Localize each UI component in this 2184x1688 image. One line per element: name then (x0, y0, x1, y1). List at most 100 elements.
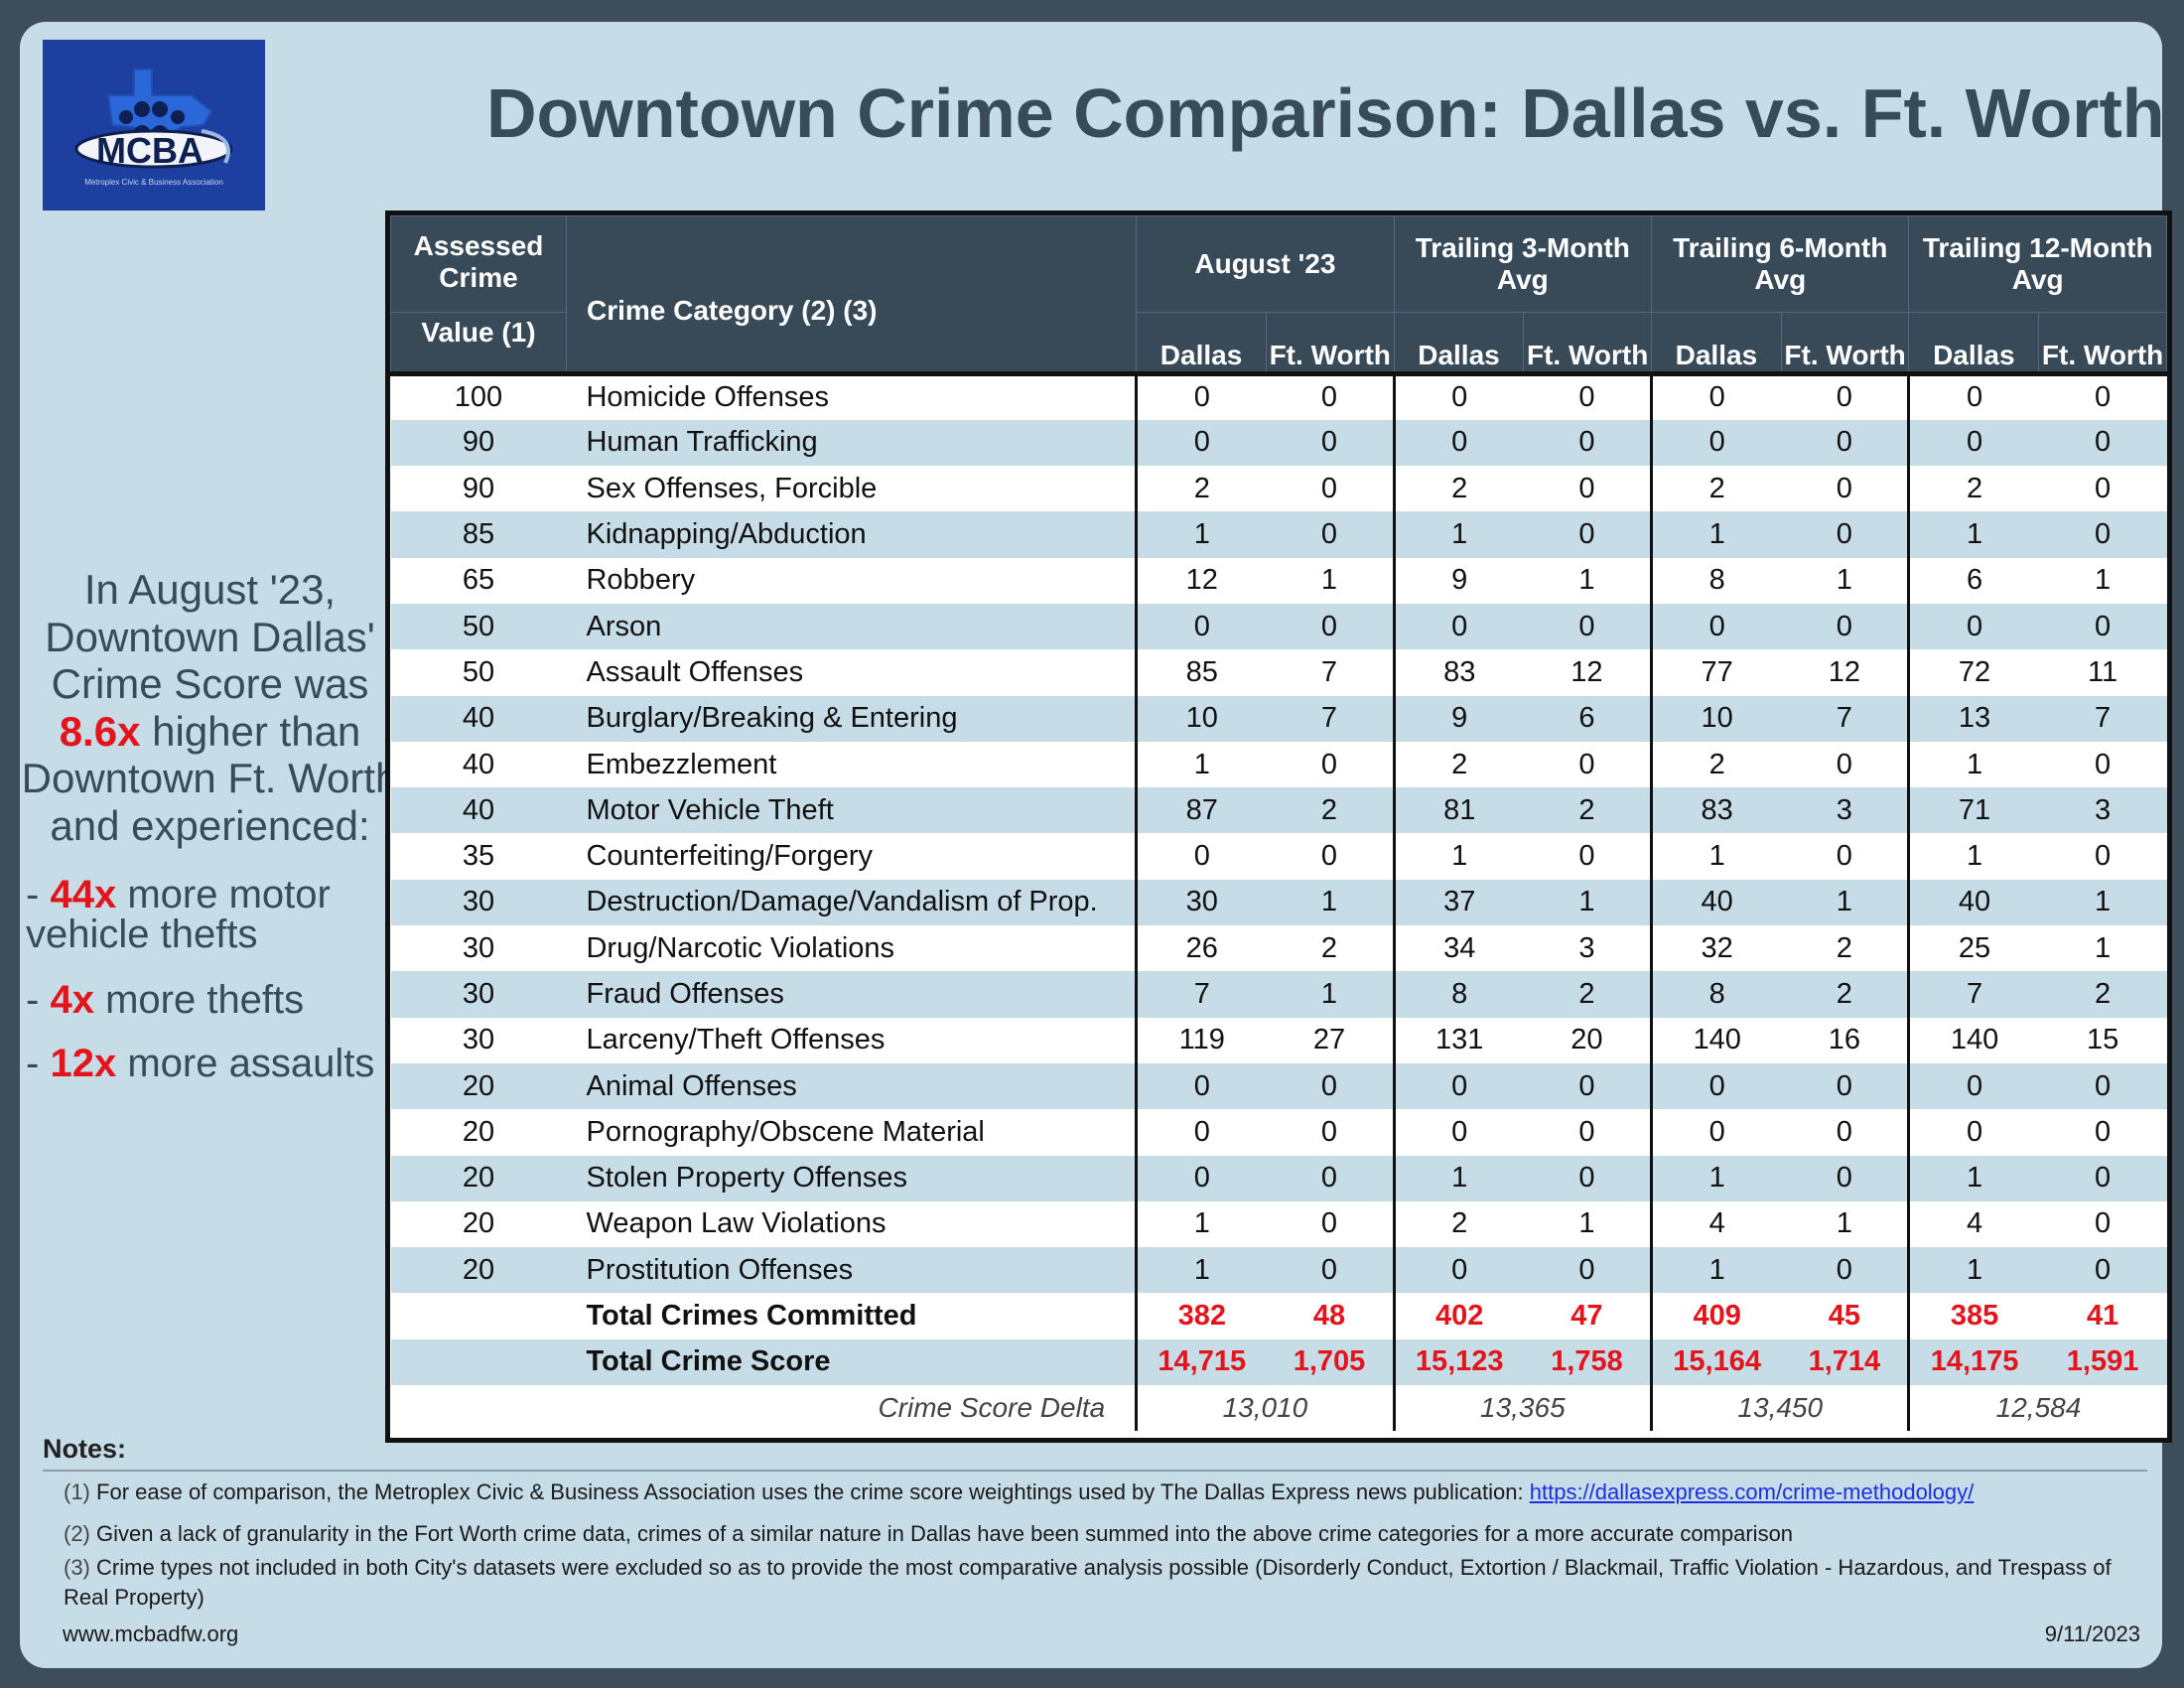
total-value-cell: 48 (1312, 1300, 1346, 1333)
ftworth-value-cell: 2 (1781, 971, 1909, 1018)
ftworth-value-cell: 0 (1320, 1115, 1338, 1148)
dallas-value-cell: 8 (1650, 971, 1782, 1018)
ftworth-value-cell: 0 (2095, 1115, 2112, 1148)
dallas-value-cell: 81 (1392, 787, 1524, 834)
dallas-value-cell: 0 (1392, 373, 1524, 420)
dallas-value-cell: 0 (1650, 603, 1782, 650)
crime-category-cell: Assault Offenses (586, 655, 804, 688)
ftworth-value-cell: 0 (1266, 603, 1395, 650)
total-value-cell: 1,705 (1266, 1338, 1395, 1386)
dallas-value-cell: 12 (1135, 557, 1267, 604)
dallas-value-cell: 1 (1650, 833, 1782, 880)
dallas-value-cell: 0 (1907, 1109, 2039, 1156)
dallas-value-cell: 1 (1135, 1200, 1267, 1248)
callout-summary: In August '23, Downtown Dallas' Crime Sc… (20, 566, 400, 1083)
assessed-value-cell: 20 (390, 1062, 567, 1110)
crime-category-cell: Human Trafficking (566, 419, 1137, 467)
assessed-value-cell: 30 (390, 879, 567, 926)
note-2: (2) Given a lack of granularity in the F… (64, 1519, 2118, 1549)
total-value-cell: 14,175 (1907, 1338, 2039, 1386)
header-period: Trailing 6-Month Avg (1651, 215, 1910, 313)
assessed-value-cell: 40 (462, 748, 495, 780)
ftworth-value-cell: 0 (2038, 1062, 2167, 1110)
note-number: (3) (64, 1555, 90, 1580)
note-1: (1) For ease of comparison, the Metrople… (64, 1477, 2118, 1507)
ftworth-value-cell: 7 (2038, 695, 2167, 742)
dallas-value-cell: 9 (1392, 695, 1524, 742)
dallas-value-cell: 1 (1907, 511, 2039, 558)
ftworth-value-cell: 0 (1266, 1155, 1395, 1201)
ftworth-value-cell: 0 (1781, 511, 1909, 558)
assessed-value-cell: 40 (390, 787, 567, 834)
crime-category-cell: Weapon Law Violations (586, 1207, 887, 1240)
dallas-value-cell: 1 (1135, 741, 1267, 788)
ftworth-value-cell: 3 (1578, 931, 1595, 964)
ftworth-value-cell: 0 (2038, 603, 2167, 650)
dallas-value-cell: 25 (1907, 925, 2039, 972)
total-value-cell: 382 (1135, 1293, 1267, 1339)
ftworth-value-cell: 0 (1836, 840, 1852, 873)
note-text: Crime types not included in both City's … (64, 1555, 2112, 1610)
crime-category-cell: Arson (566, 603, 1137, 650)
header-dallas: Dallas (1136, 312, 1267, 374)
dallas-value-cell: 2 (1392, 1200, 1524, 1248)
table-body: 100 Homicide Offenses 0 0 0 0 0 0 0 0 90 Human Traf… (390, 373, 2167, 1432)
dallas-value-cell: 1 (1392, 511, 1524, 558)
table-header-row: Assessed Crime Crime Category (2) (3) Au… (390, 215, 2167, 374)
methodology-link[interactable]: https://dallasexpress.com/crime-methodol… (1529, 1479, 1975, 1504)
assessed-value-cell: 65 (462, 564, 495, 597)
ftworth-value-cell: 0 (2095, 381, 2112, 414)
total-value-cell: 1,714 (1781, 1338, 1909, 1386)
dallas-value-cell: 0 (1135, 603, 1267, 650)
dallas-value-cell: 83 (1650, 787, 1782, 834)
dallas-value-cell: 85 (1135, 649, 1267, 696)
ftworth-value-cell: 0 (1836, 748, 1852, 780)
total-value-cell: 47 (1570, 1300, 1603, 1333)
header-ftworth: Ft. Worth (1265, 312, 1395, 374)
ftworth-value-cell: 2 (1523, 971, 1652, 1018)
bullet-multiplier: 4x (50, 978, 94, 1022)
dallas-value-cell: 0 (1650, 1109, 1782, 1156)
total-value-cell: 14,715 (1135, 1338, 1267, 1386)
header-assessed-value: Assessed Crime (390, 215, 567, 313)
ftworth-value-cell: 0 (2038, 419, 2167, 467)
dallas-value-cell: 0 (1135, 1109, 1267, 1156)
footer-date: 9/11/2023 (2044, 1621, 2140, 1646)
crime-category-cell: Robbery (586, 564, 696, 597)
ftworth-value-cell: 0 (2095, 840, 2112, 873)
ftworth-value-cell: 0 (2095, 748, 2112, 780)
dallas-value-cell: 40 (1650, 879, 1782, 926)
dallas-value-cell: 7 (1135, 971, 1267, 1018)
ftworth-value-cell: 0 (1781, 603, 1909, 650)
dallas-value-cell: 9 (1392, 557, 1524, 604)
header-value-suffix: Value (1) (390, 312, 567, 374)
ftworth-value-cell: 0 (1578, 1115, 1595, 1148)
ftworth-value-cell: 1 (1836, 564, 1852, 597)
ftworth-value-cell: 0 (2095, 1207, 2112, 1240)
dallas-value-cell: 37 (1392, 879, 1524, 926)
dallas-value-cell: 0 (1135, 833, 1267, 880)
ftworth-value-cell: 0 (1523, 1247, 1652, 1294)
table-row: 30 Destruction/Damage/Vandalism of Prop. 3… (390, 879, 2167, 926)
ftworth-value-cell: 0 (1781, 1155, 1909, 1201)
total-value-cell: 409 (1650, 1293, 1782, 1339)
dallas-value-cell: 0 (1135, 373, 1267, 420)
ftworth-value-cell: 0 (1523, 1062, 1652, 1110)
assessed-value-cell: 20 (390, 1247, 567, 1294)
dallas-value-cell: 1 (1907, 1247, 2039, 1294)
note-3: (3) Crime types not included in both Cit… (64, 1553, 2118, 1613)
table-row: 85 Kidnapping/Abduction 1 0 1 0 1 0 1 0 (390, 511, 2167, 558)
ftworth-value-cell: 1 (1578, 1207, 1595, 1240)
ftworth-value-cell: 0 (1523, 1155, 1652, 1201)
ftworth-value-cell: 1 (1320, 564, 1338, 597)
table-row: 50 Assault Offenses 85 7 83 12 77 12 72 11 (391, 649, 2167, 696)
table-row: 20 Prostitution Offenses 1 0 0 0 1 0 1 0 (390, 1247, 2167, 1294)
assessed-value-cell: 30 (462, 931, 495, 964)
callout-multiplier: 8.6x (59, 707, 141, 755)
dallas-value-cell: 71 (1907, 787, 2039, 834)
bullet-dash: - (26, 978, 40, 1022)
assessed-value-cell: 20 (390, 1155, 567, 1201)
total-label-cell: Total Crime Score (566, 1338, 1137, 1386)
ftworth-value-cell: 0 (1836, 381, 1852, 414)
assessed-value-cell: 90 (462, 472, 495, 504)
